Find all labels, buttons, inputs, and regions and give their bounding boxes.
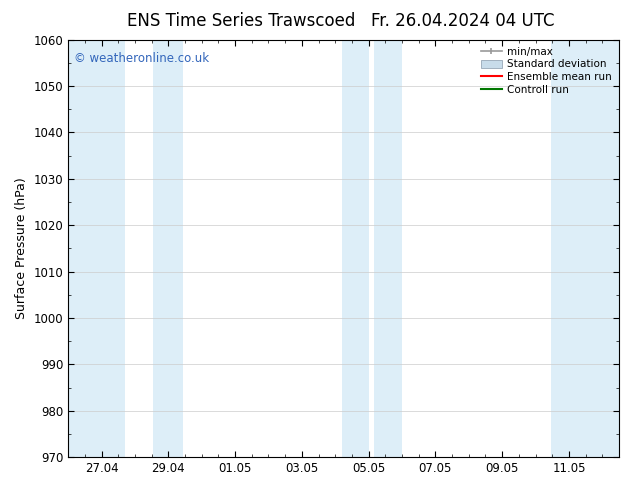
Bar (61, 40, 125, 457)
Y-axis label: Surface Pressure (hPa): Surface Pressure (hPa) (15, 177, 28, 319)
Bar (153, 40, 183, 457)
Legend: min/max, Standard deviation, Ensemble mean run, Controll run: min/max, Standard deviation, Ensemble me… (479, 45, 614, 97)
Text: ENS Time Series Trawscoed: ENS Time Series Trawscoed (127, 12, 355, 30)
Bar (550, 40, 619, 457)
Bar (373, 40, 402, 457)
Text: Fr. 26.04.2024 04 UTC: Fr. 26.04.2024 04 UTC (371, 12, 555, 30)
Bar (342, 40, 368, 457)
Text: © weatheronline.co.uk: © weatheronline.co.uk (74, 52, 209, 65)
